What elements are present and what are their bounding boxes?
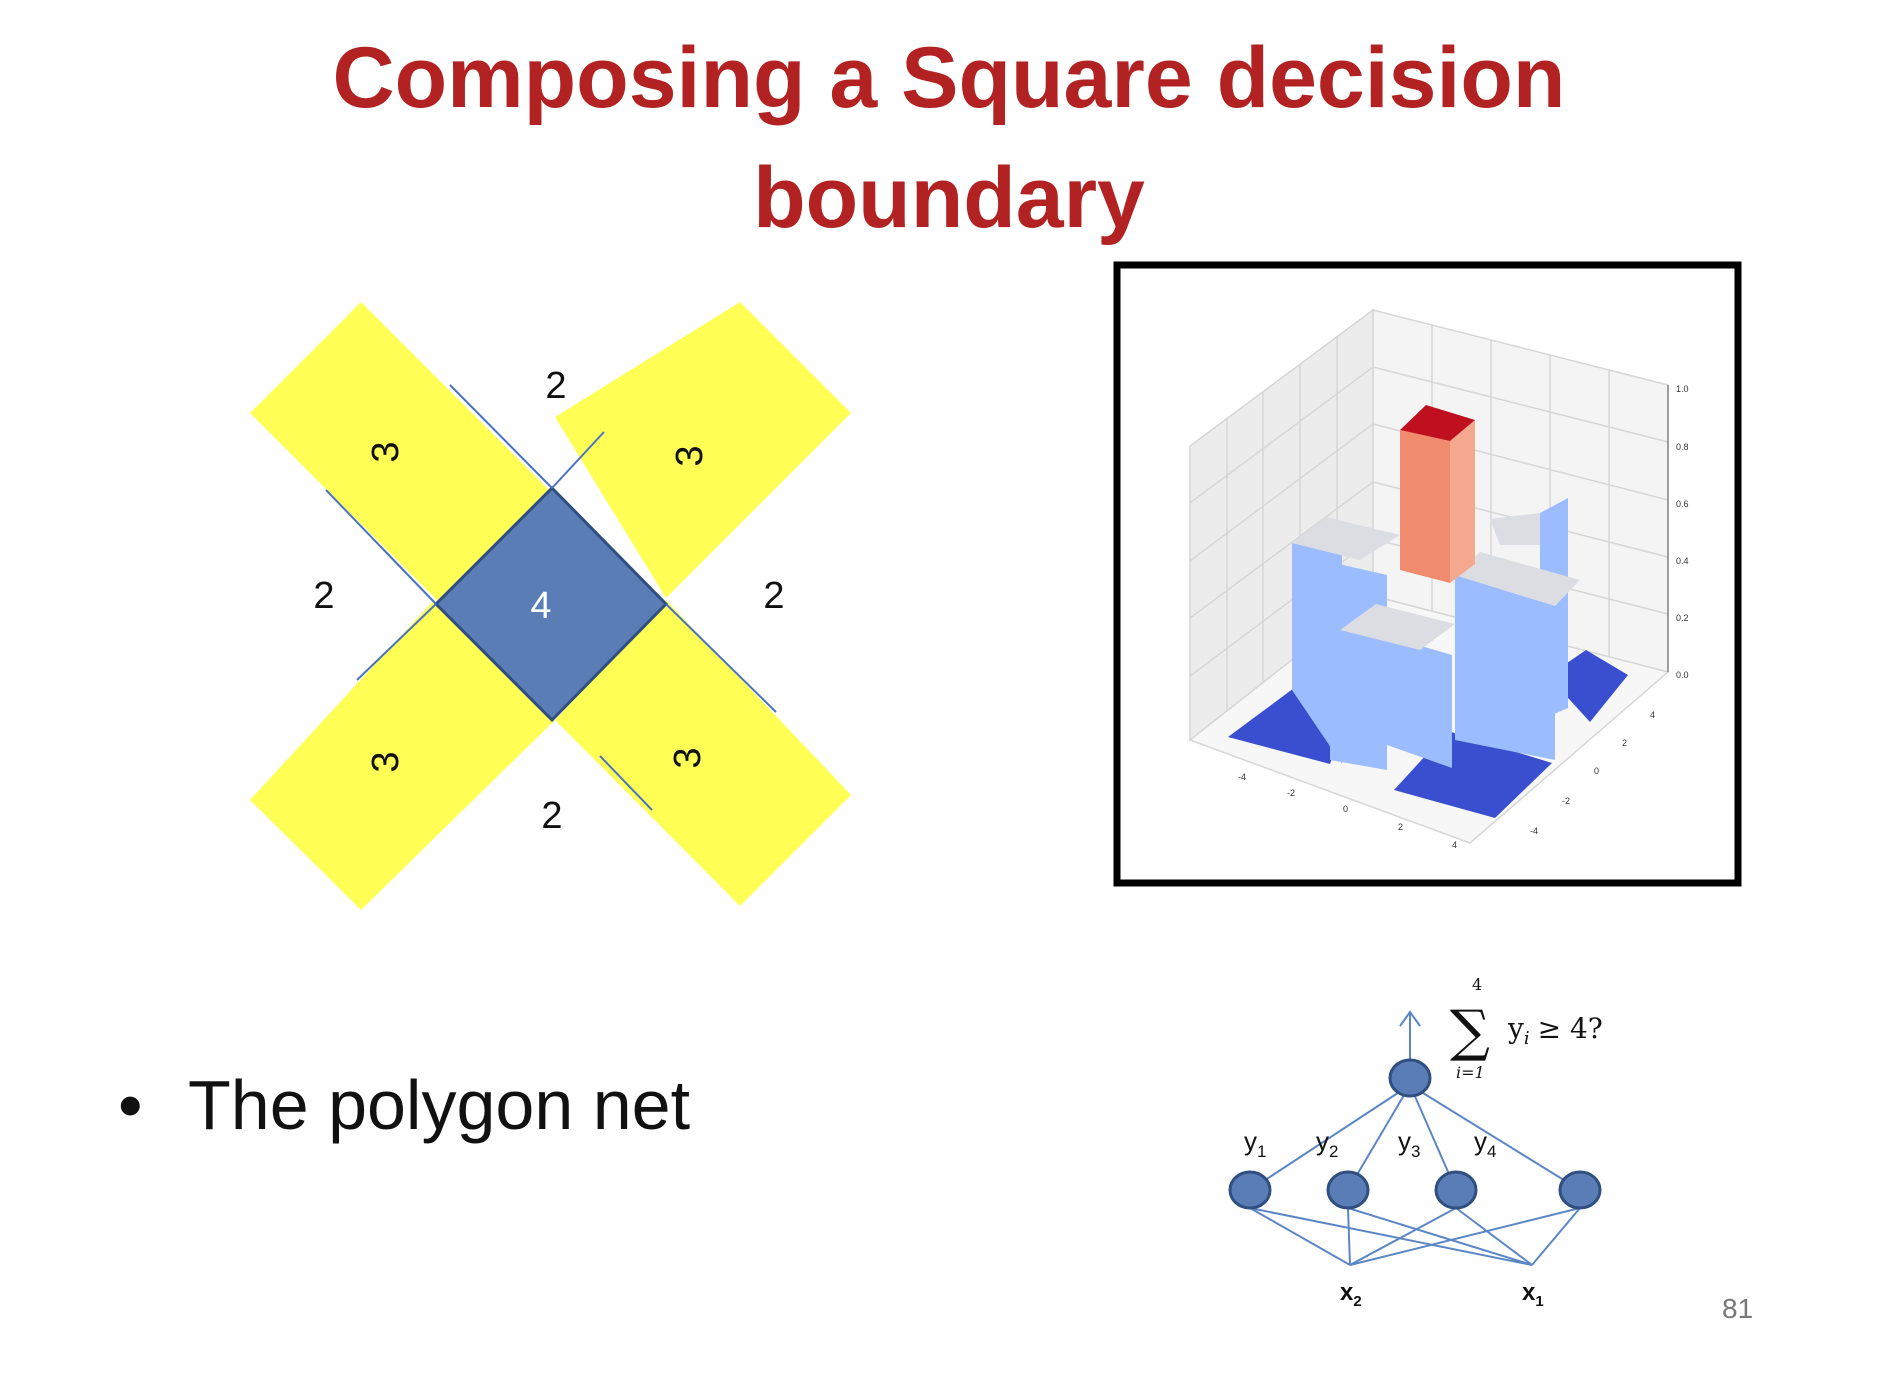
plot3d-surface bbox=[1228, 405, 1628, 818]
arm-label-top-right: 3 bbox=[669, 445, 711, 466]
network-nodes bbox=[1228, 1058, 1602, 1210]
z-tick-label: 0.6 bbox=[1676, 499, 1689, 509]
x-tick-label: -4 bbox=[1238, 772, 1246, 782]
boundary-line bbox=[599, 755, 653, 811]
title-line-2: boundary bbox=[753, 150, 1145, 246]
hidden-labels: y1 y2 y3 y4 bbox=[1244, 1126, 1496, 1161]
x-tick-label: 2 bbox=[1398, 822, 1403, 832]
arm-top-left bbox=[250, 302, 566, 618]
x-axis: -4 -2 0 2 4 bbox=[1238, 772, 1457, 850]
network-edges bbox=[1249, 1010, 1581, 1266]
input-labels: x2 x1 bbox=[1340, 1279, 1544, 1310]
bullet-item: • The polygon net bbox=[118, 1065, 690, 1145]
mid-wall-back bbox=[1540, 498, 1568, 720]
mid-top-left bbox=[1292, 517, 1400, 560]
boundary-line bbox=[325, 489, 437, 605]
boundary-line bbox=[551, 431, 605, 489]
sum-upper-limit: 4 bbox=[1472, 975, 1482, 994]
boundary-lines bbox=[325, 384, 777, 811]
sum-body: yi ≥ 4? bbox=[1507, 1012, 1603, 1049]
center-square bbox=[433, 485, 669, 723]
hidden-node-2 bbox=[1326, 1170, 1370, 1210]
z-tick-label: 1.0 bbox=[1676, 384, 1689, 394]
mid-top-back bbox=[1490, 513, 1540, 545]
y-tick-label: 0 bbox=[1594, 766, 1599, 776]
sum-symbol: ∑ bbox=[1450, 999, 1490, 1064]
title-line-1: Composing a Square decision bbox=[332, 30, 1566, 126]
output-node bbox=[1388, 1058, 1432, 1098]
mid-wall-front bbox=[1387, 636, 1452, 768]
mid-top-right bbox=[1455, 552, 1580, 606]
y-tick-label: -4 bbox=[1530, 826, 1538, 836]
input-label-x2: x2 bbox=[1340, 1279, 1362, 1310]
z-tick-label: 0.0 bbox=[1676, 670, 1689, 680]
slide-title: Composing a Square decision boundary bbox=[0, 18, 1898, 258]
arm-label-bottom-right: 3 bbox=[667, 747, 709, 768]
hidden-label-3: y3 bbox=[1398, 1126, 1420, 1161]
center-region-label: 4 bbox=[530, 585, 551, 627]
hidden-label-2: y2 bbox=[1316, 1126, 1338, 1161]
y-tick-label: 2 bbox=[1622, 738, 1627, 748]
x-tick-label: 0 bbox=[1343, 804, 1348, 814]
boundary-line bbox=[665, 603, 777, 713]
x-tick-label: 4 bbox=[1452, 840, 1457, 850]
mid-wall-right bbox=[1455, 575, 1555, 760]
outer-label-top: 2 bbox=[545, 365, 566, 407]
hidden-node-3 bbox=[1434, 1170, 1478, 1210]
arm-label-bottom-left: 3 bbox=[365, 751, 407, 772]
z-tick-label: 0.2 bbox=[1676, 613, 1689, 623]
mid-wall-side bbox=[1330, 562, 1387, 770]
z-tick-label: 0.4 bbox=[1676, 556, 1689, 566]
bullet-text: The polygon net bbox=[188, 1066, 691, 1144]
mid-wall-left bbox=[1292, 543, 1342, 764]
arm-bottom-left bbox=[250, 600, 555, 910]
sum-lower-limit: i=1 bbox=[1456, 1063, 1485, 1082]
x-tick-label: -2 bbox=[1287, 788, 1295, 798]
z-axis: 1.0 0.8 0.6 0.4 0.2 0.0 bbox=[1667, 384, 1689, 680]
hidden-label-1: y1 bbox=[1244, 1126, 1266, 1161]
arm-top-right bbox=[555, 302, 851, 598]
network-diagram: y1 y2 y3 y4 x2 x1 4 ∑ i=1 yi ≥ 4? bbox=[1228, 975, 1603, 1310]
arm-label-top-left: 3 bbox=[365, 441, 407, 462]
outer-label-left: 2 bbox=[313, 575, 334, 617]
hidden-node-1 bbox=[1228, 1170, 1272, 1210]
peak-face-right bbox=[1450, 420, 1475, 583]
boundary-line bbox=[449, 384, 553, 489]
hidden-label-4: y4 bbox=[1474, 1126, 1496, 1161]
boundary-line bbox=[356, 603, 437, 681]
outer-label-bottom: 2 bbox=[541, 795, 562, 837]
outer-label-right: 2 bbox=[763, 575, 784, 617]
plot3d-figure: 1.0 0.8 0.6 0.4 0.2 0.0 -4 -2 0 2 4 4 2 … bbox=[1113, 261, 1742, 887]
sum-formula: 4 ∑ i=1 yi ≥ 4? bbox=[1450, 975, 1603, 1082]
mid-top-front bbox=[1340, 604, 1455, 650]
page-number: 81 bbox=[1722, 1293, 1754, 1324]
peak-top bbox=[1400, 405, 1475, 441]
bullet-dot: • bbox=[118, 1066, 143, 1144]
input-label-x1: x1 bbox=[1522, 1279, 1544, 1310]
z-tick-label: 0.8 bbox=[1676, 442, 1689, 452]
arm-bottom-right bbox=[555, 600, 851, 906]
y-axis: 4 2 0 -2 -4 bbox=[1530, 710, 1655, 836]
y-tick-label: -2 bbox=[1562, 796, 1570, 806]
peak-face-left bbox=[1400, 430, 1450, 583]
x-region-diagram: 4 3 3 3 3 2 2 2 2 bbox=[250, 302, 851, 910]
hidden-node-4 bbox=[1558, 1170, 1602, 1210]
y-tick-label: 4 bbox=[1650, 710, 1655, 720]
